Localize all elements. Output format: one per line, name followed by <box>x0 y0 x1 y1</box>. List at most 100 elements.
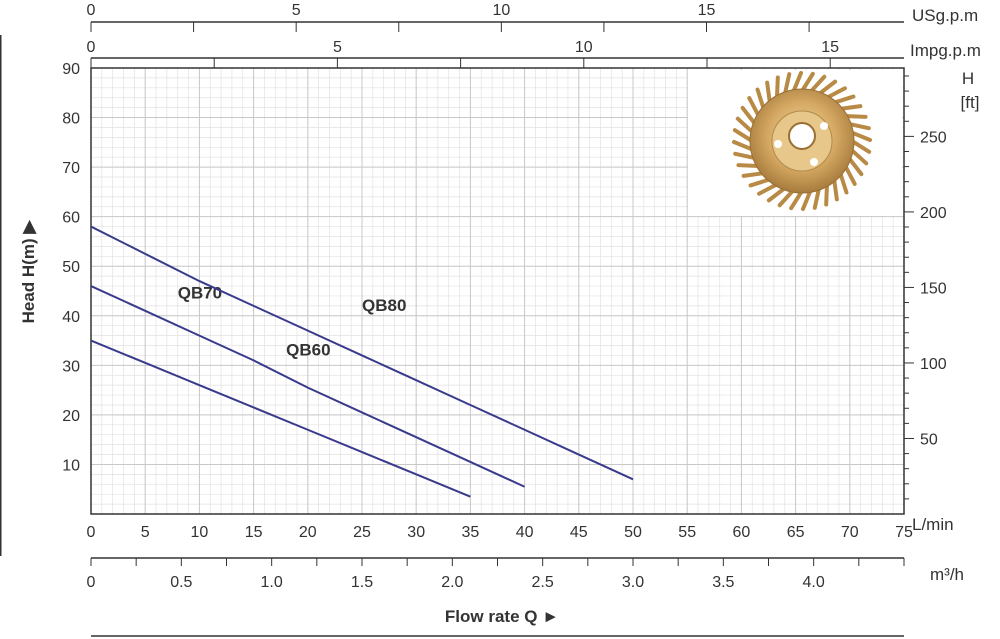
series-label-qb60: QB60 <box>286 340 330 359</box>
impeller-blade <box>838 171 849 195</box>
x-tick-label: 25 <box>353 524 371 541</box>
curve-qb60 <box>90 339 471 498</box>
impeller-blade <box>808 74 827 94</box>
x-tick-label: 20 <box>299 524 317 541</box>
m3h-unit: m³/h <box>930 565 964 584</box>
usgpm-tick-label: 10 <box>492 2 510 19</box>
impeller-blade <box>846 121 871 131</box>
x-tick-label: 55 <box>678 524 696 541</box>
ft-tick-label: 250 <box>920 129 947 146</box>
impeller-blade <box>736 163 761 168</box>
series-label-qb70: QB70 <box>178 283 222 302</box>
impeller-blade <box>775 75 780 100</box>
m3h-tick-label: 4.0 <box>803 574 825 591</box>
curve-qb70 <box>90 285 526 488</box>
x-tick-label: 70 <box>841 524 859 541</box>
m3h-tick-label: 0.5 <box>170 574 192 591</box>
x-tick-label: 15 <box>245 524 263 541</box>
y-tick-label: 40 <box>62 309 80 326</box>
x-tick-label: 35 <box>462 524 480 541</box>
impeller-blade <box>850 139 872 154</box>
impeller-blade <box>732 128 754 143</box>
series-label-qb80: QB80 <box>362 296 406 315</box>
curve-qb80 <box>90 225 634 481</box>
impeller-blade <box>789 189 804 211</box>
m3h-tick-label: 1.5 <box>351 574 373 591</box>
x-tick-label: 40 <box>516 524 534 541</box>
impeller-blade <box>825 86 847 100</box>
impeller-blade <box>740 105 758 126</box>
impeller-blade <box>757 182 779 196</box>
impeller-blade <box>832 177 839 202</box>
impeller-blade <box>755 87 766 111</box>
x-axis-unit: L/min <box>912 515 954 534</box>
y-tick-label: 60 <box>62 210 80 227</box>
impeller-blade <box>846 156 864 177</box>
impeller-blade <box>777 188 796 208</box>
ft-tick-label: 100 <box>920 356 947 373</box>
y-tick-label: 30 <box>62 358 80 375</box>
x-tick-label: 50 <box>624 524 642 541</box>
y-tick-label: 70 <box>62 160 80 177</box>
impeller-blade <box>733 151 758 161</box>
y-tick-label: 80 <box>62 111 80 128</box>
impeller-blade <box>791 71 804 94</box>
impeller-blade <box>765 80 772 105</box>
x-tick-label: 0 <box>87 524 96 541</box>
x-tick-label: 60 <box>733 524 751 541</box>
x-tick-label: 65 <box>787 524 805 541</box>
impeller-blade <box>800 71 815 93</box>
m3h-tick-label: 2.0 <box>441 574 463 591</box>
ft-tick-label: 150 <box>920 280 947 297</box>
x-tick-label: 5 <box>141 524 150 541</box>
impeller-blade <box>741 171 766 178</box>
y-tick-label: 90 <box>62 61 80 78</box>
y-tick-label: 10 <box>62 457 80 474</box>
impgpm-tick-label: 15 <box>821 39 839 56</box>
m3h-tick-label: 2.5 <box>532 574 554 591</box>
impgpm-tick-label: 10 <box>575 39 593 56</box>
flow-rate-title: Flow rate Q ► <box>445 607 559 626</box>
usgpm-tick-label: 15 <box>698 2 716 19</box>
impeller-blade <box>843 114 868 119</box>
impeller-blade <box>748 177 772 188</box>
impeller-blade <box>735 116 755 135</box>
secondary-y-unit-top: H <box>962 69 974 88</box>
x-tick-label: 30 <box>407 524 425 541</box>
usgpm-tick-label: 5 <box>292 2 301 19</box>
impeller-blade <box>843 164 857 186</box>
secondary-y-unit-bottom: [ft] <box>961 93 980 112</box>
y-tick-label: 20 <box>62 408 80 425</box>
ft-tick-label: 200 <box>920 205 947 222</box>
impgpm-unit: Impg.p.m <box>910 41 981 60</box>
impgpm-tick-label: 5 <box>333 39 342 56</box>
x-tick-label: 75 <box>895 524 913 541</box>
y-tick-label: 50 <box>62 259 80 276</box>
axes: 0 5 10 15 20 25 30 35 40 45 50 55 60 65 70 751020304050… <box>62 2 947 591</box>
impeller-blade <box>800 188 813 211</box>
impeller-blade <box>824 182 829 207</box>
m3h-tick-label: 3.0 <box>622 574 644 591</box>
usgpm-unit: USg.p.m <box>912 6 978 25</box>
impgpm-tick-label: 0 <box>87 39 96 56</box>
m3h-tick-label: 0 <box>87 574 96 591</box>
impeller-blade <box>832 94 856 105</box>
m3h-tick-label: 3.5 <box>712 574 734 591</box>
performance-curves: QB60 QB70 QB80 <box>90 225 634 498</box>
x-tick-label: 45 <box>570 524 588 541</box>
ft-tick-label: 50 <box>920 431 938 448</box>
impeller-blade <box>747 96 761 118</box>
impeller-blade <box>766 185 787 203</box>
x-tick-label: 10 <box>191 524 209 541</box>
impeller-blade <box>838 104 863 111</box>
plot-frame <box>90 67 905 515</box>
m3h-tick-label: 1.0 <box>261 574 283 591</box>
impeller-blade <box>849 147 869 166</box>
y-axis-title: Head H(m) ▶ <box>19 220 38 324</box>
impeller-blade <box>782 72 792 97</box>
impeller-blade <box>817 79 838 97</box>
impeller-blade <box>849 130 872 143</box>
impeller-blade <box>732 139 755 152</box>
impeller-blade <box>812 185 822 210</box>
